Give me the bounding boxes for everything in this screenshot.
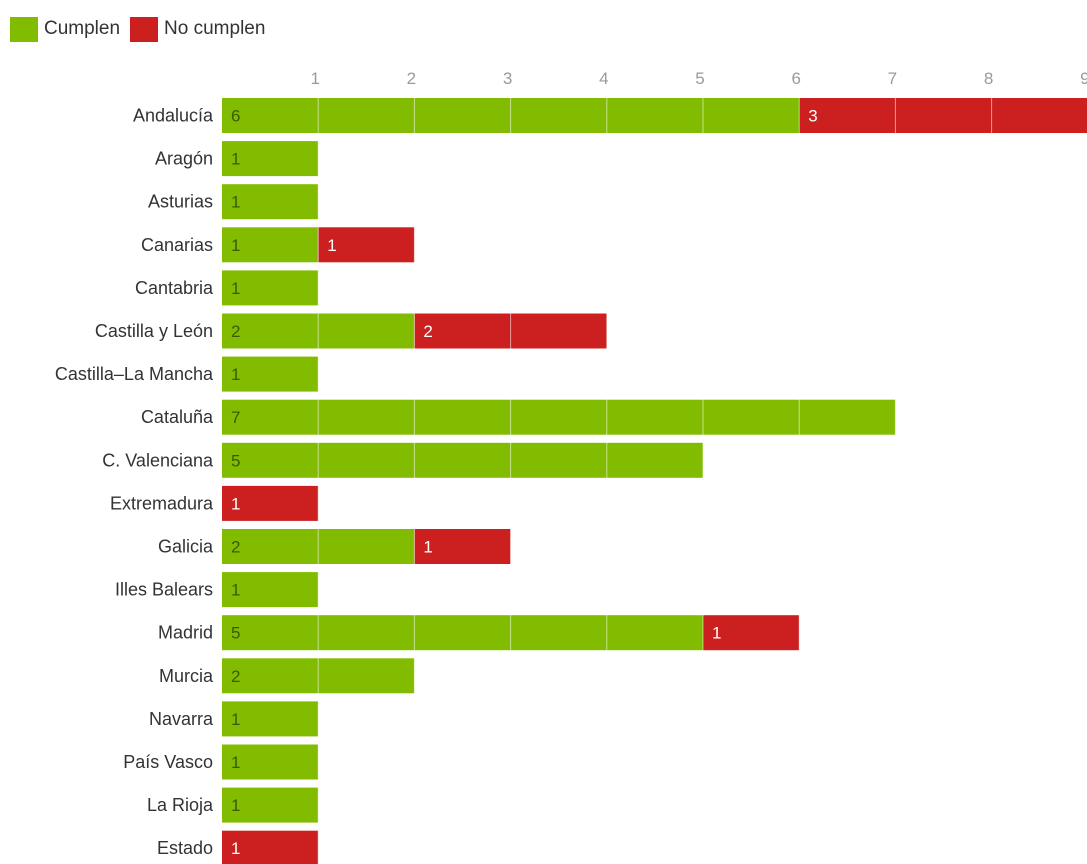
data-label: 1 xyxy=(231,581,240,600)
data-label: 7 xyxy=(231,408,240,427)
category-label: Murcia xyxy=(159,666,214,686)
data-label: 1 xyxy=(231,236,240,255)
data-label: 1 xyxy=(231,494,240,513)
category-label: Extremadura xyxy=(110,493,214,513)
legend-item-0: Cumplen xyxy=(10,16,121,42)
data-label: 5 xyxy=(231,624,240,643)
data-label: 2 xyxy=(231,538,240,557)
data-label: 1 xyxy=(712,624,721,643)
data-label: 1 xyxy=(231,150,240,169)
x-tick-label: 2 xyxy=(407,69,416,88)
gridlines-layer xyxy=(317,98,993,864)
category-label: País Vasco xyxy=(123,752,213,772)
x-tick-label: 7 xyxy=(888,69,897,88)
legend: Cumplen No cumplen xyxy=(10,14,275,44)
x-tick-label: 8 xyxy=(984,69,993,88)
bar-cumplen xyxy=(222,572,319,608)
data-label: 1 xyxy=(231,710,240,729)
data-label: 1 xyxy=(231,839,240,858)
data-label: 1 xyxy=(231,193,240,212)
category-label: Asturias xyxy=(148,192,213,212)
data-label: 2 xyxy=(231,322,240,341)
category-label: Canarias xyxy=(141,235,213,255)
bar-no-cumplen xyxy=(222,485,319,521)
x-tick-label: 6 xyxy=(791,69,800,88)
legend-label: No cumplen xyxy=(164,18,266,39)
data-label: 2 xyxy=(423,322,432,341)
x-tick-label: 3 xyxy=(503,69,512,88)
data-labels-layer: 6 3 1 1 1 1 1 2 2 1 7 5 1 2 1 1 5 1 2 1 1 1 1 xyxy=(231,107,818,859)
bar-cumplen xyxy=(222,442,703,478)
category-label: C. Valenciana xyxy=(102,450,214,470)
legend-label: Cumplen xyxy=(44,18,121,39)
bar-no-cumplen xyxy=(703,615,800,651)
category-label: Galicia xyxy=(158,537,214,557)
category-label: Illes Balears xyxy=(115,580,213,600)
data-label: 1 xyxy=(327,236,336,255)
category-label: Cataluña xyxy=(141,407,214,427)
bar-cumplen xyxy=(222,356,319,392)
data-label: 1 xyxy=(231,365,240,384)
x-tick-label: 5 xyxy=(695,69,704,88)
data-label: 5 xyxy=(231,451,240,470)
bar-no-cumplen xyxy=(318,227,415,263)
bar-cumplen xyxy=(222,270,319,306)
legend-swatch xyxy=(10,16,38,42)
data-label: 1 xyxy=(423,538,432,557)
bar-cumplen xyxy=(222,184,319,220)
bar-cumplen xyxy=(222,141,319,177)
bar-cumplen xyxy=(222,701,319,737)
data-label: 1 xyxy=(231,279,240,298)
x-tick-label: 1 xyxy=(310,69,319,88)
data-label: 3 xyxy=(808,107,817,126)
data-label: 1 xyxy=(231,753,240,772)
bar-cumplen xyxy=(222,787,319,823)
category-label: Castilla y León xyxy=(95,321,213,341)
bar-cumplen xyxy=(222,615,703,651)
data-label: 1 xyxy=(231,796,240,815)
x-tick-labels-layer: 1 2 3 4 5 6 7 8 9 xyxy=(310,69,1087,88)
category-label: Madrid xyxy=(158,623,213,643)
bar-no-cumplen xyxy=(222,830,319,864)
category-label: Castilla–La Mancha xyxy=(55,364,214,384)
category-label: La Rioja xyxy=(147,795,214,815)
bar-cumplen xyxy=(222,399,896,435)
category-labels-layer: Andalucía Aragón Asturias Canarias Cantabria… xyxy=(55,106,214,859)
category-label: Cantabria xyxy=(135,278,214,298)
bar-no-cumplen xyxy=(414,529,511,564)
bar-cumplen xyxy=(222,744,319,780)
bars-layer xyxy=(222,98,1087,864)
data-label: 2 xyxy=(231,667,240,686)
category-label: Andalucía xyxy=(133,106,214,126)
legend-swatch xyxy=(130,16,159,42)
category-label: Estado xyxy=(157,838,213,858)
bar-no-cumplen xyxy=(799,98,1087,133)
bar-cumplen xyxy=(222,227,319,263)
data-label: 6 xyxy=(231,107,240,126)
category-label: Navarra xyxy=(149,709,214,729)
x-tick-label: 9 xyxy=(1080,69,1087,88)
legend-item-1: No cumplen xyxy=(130,16,266,42)
x-tick-label: 4 xyxy=(599,69,608,88)
category-label: Aragón xyxy=(155,149,213,169)
